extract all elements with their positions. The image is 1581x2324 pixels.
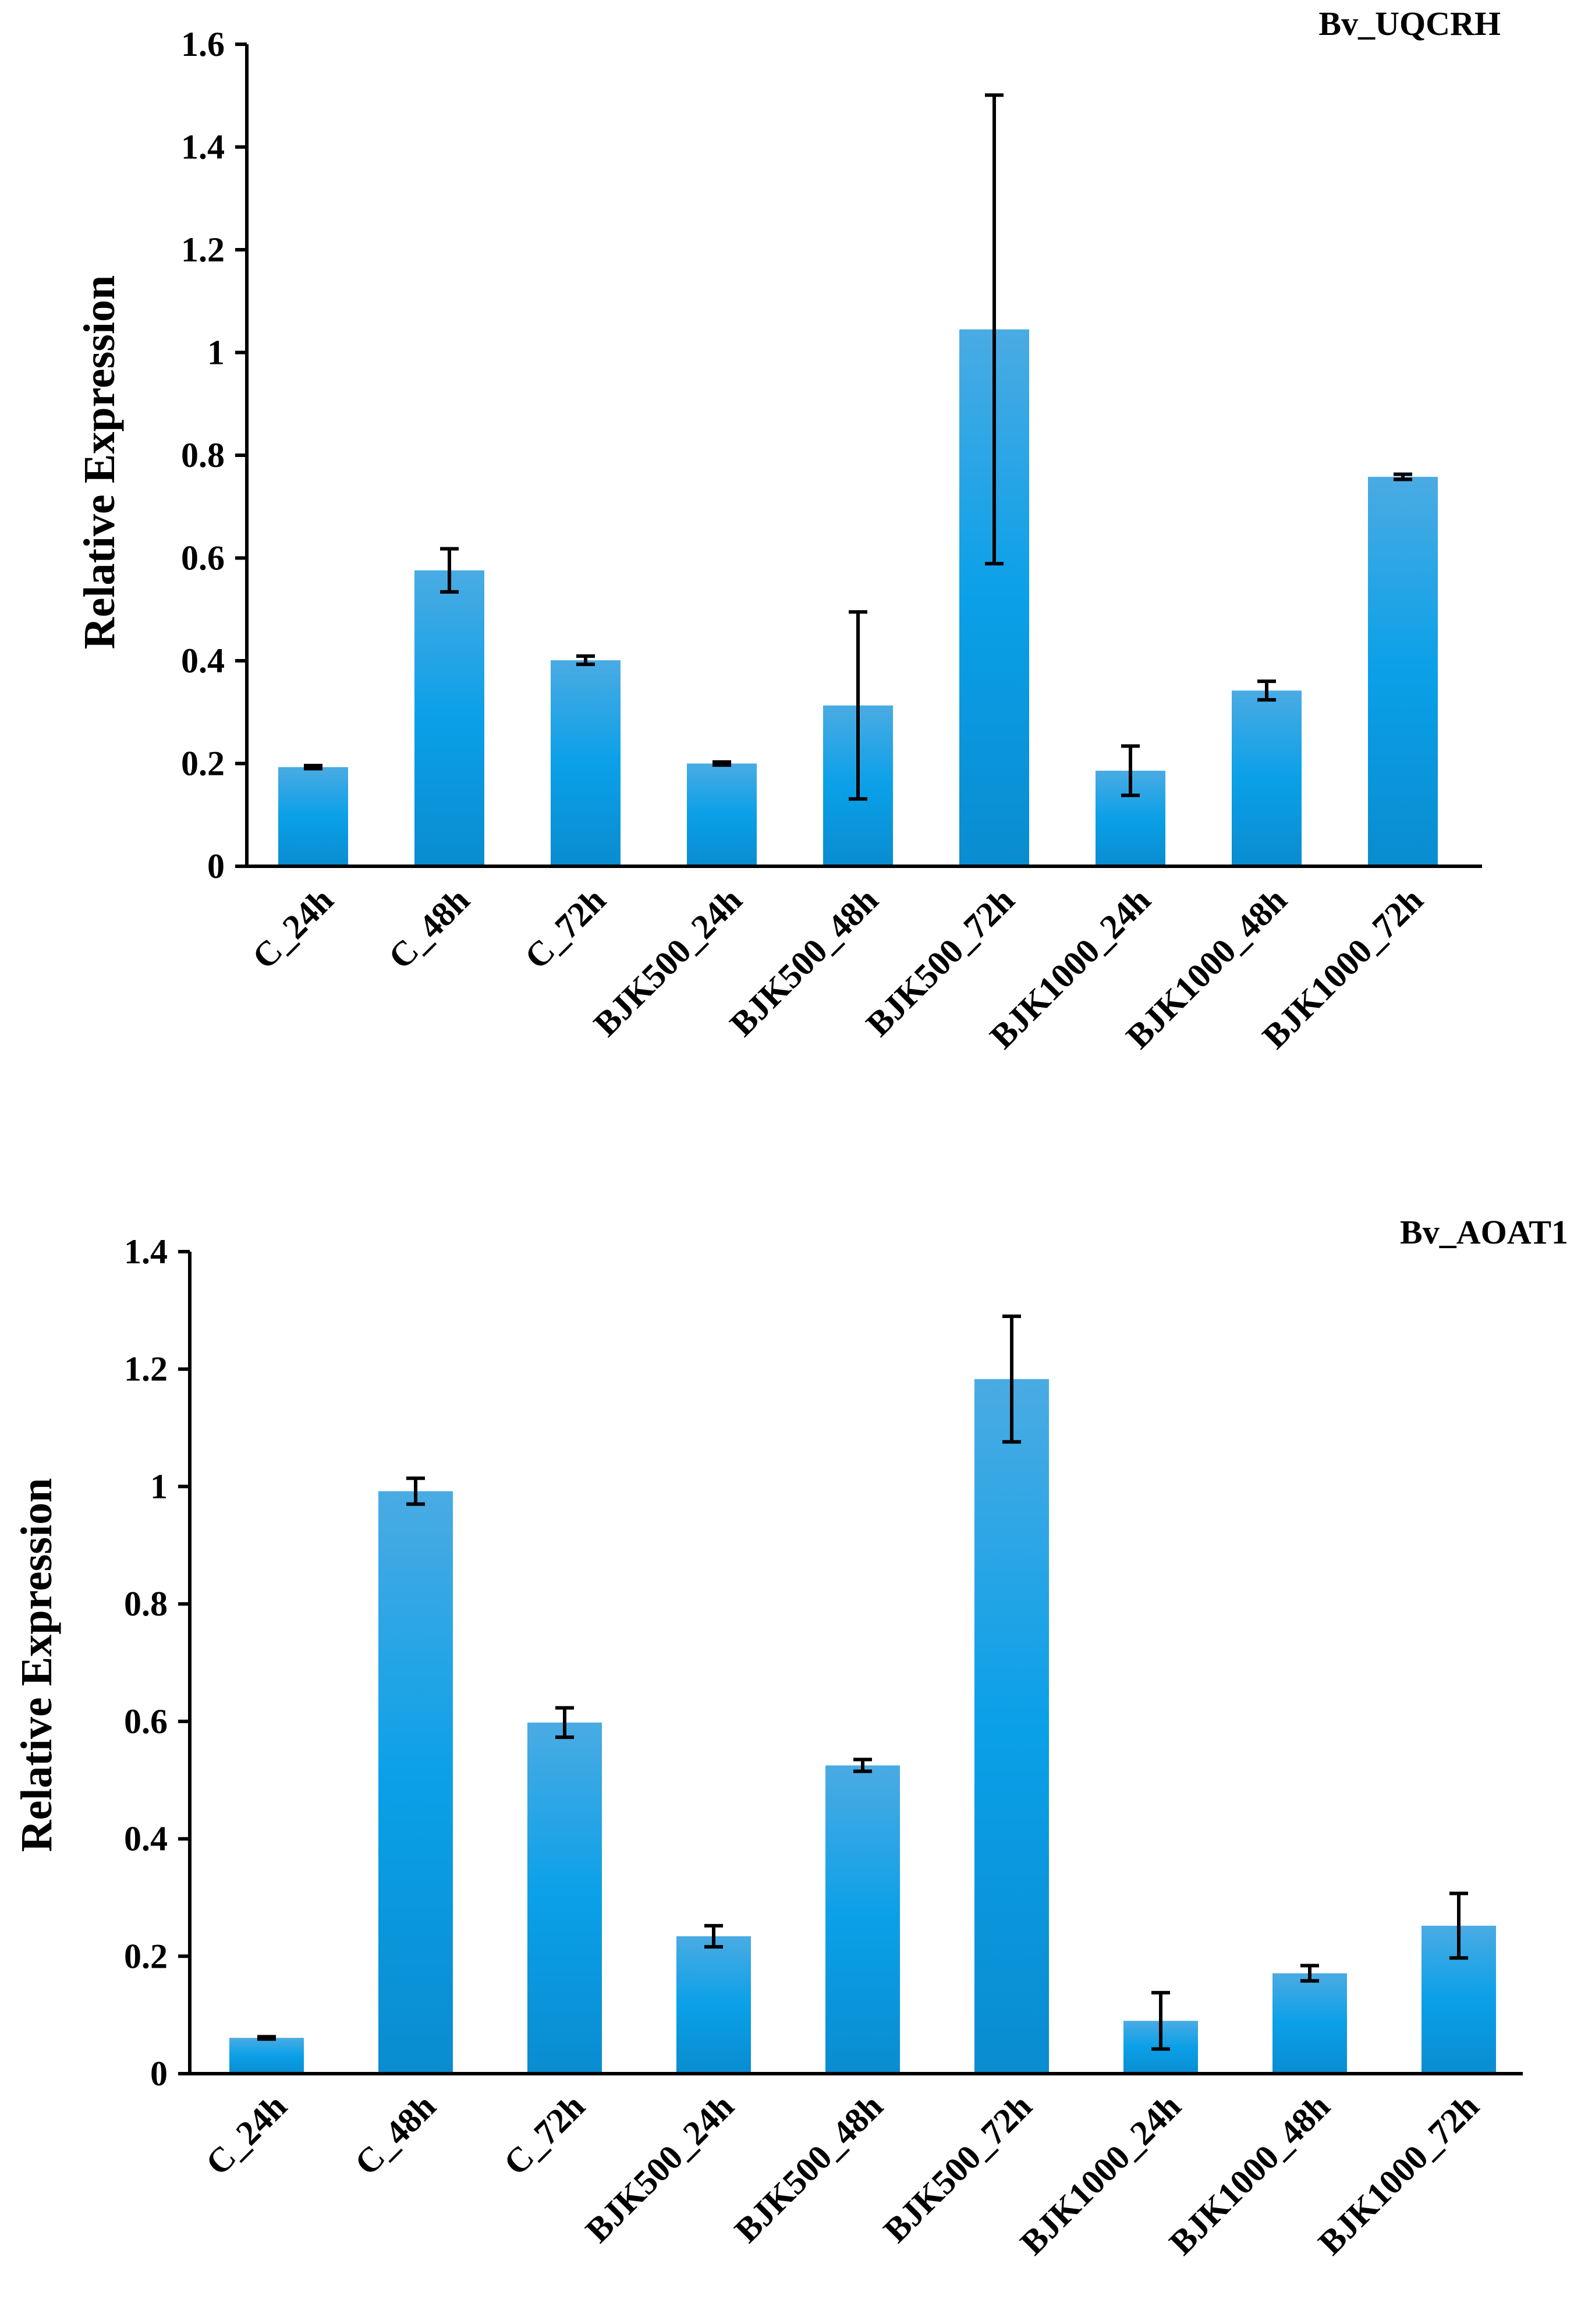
bar-bjk500-24h <box>687 763 757 866</box>
error-bar <box>1449 1891 1468 1960</box>
y-tick-label: 1.4 <box>181 128 225 166</box>
y-tick-label: 0.6 <box>124 1702 168 1741</box>
y-tick-label: 1.2 <box>181 231 225 269</box>
error-bar <box>853 1758 872 1773</box>
bar-bjk1000-48h <box>1232 690 1302 866</box>
error-bar <box>1121 744 1140 798</box>
x-axis-tick-labels: C_24h C_48h C_72hBJK500_24hBJK500_48hBJK50… <box>198 2087 1487 2262</box>
x-tick-label: BJK1000_72h <box>1311 2087 1486 2262</box>
bar-c-48h <box>378 1491 453 2074</box>
chart-bv-aoat1: Bv_AOAT1 Relative Expression 00.20.40.60… <box>12 1213 1568 2262</box>
bar-c-24h <box>278 767 348 866</box>
x-tick-label: C_24h <box>245 881 341 977</box>
bar-bjk500-48h <box>825 1765 900 2074</box>
chart-title: Bv_AOAT1 <box>1400 1213 1568 1251</box>
error-bar <box>1002 1314 1021 1444</box>
error-bars <box>304 93 1412 801</box>
error-bar <box>257 2035 276 2041</box>
error-bar <box>440 547 459 594</box>
error-bars <box>257 1314 1468 2051</box>
y-tick-label: 0.4 <box>181 642 225 680</box>
error-bar <box>406 1476 425 1506</box>
bar-series <box>229 1379 1496 2074</box>
y-tick-label: 1 <box>207 334 225 372</box>
x-tick-label: C_72h <box>497 2087 593 2183</box>
bar-c-48h <box>414 570 484 866</box>
x-tick-label: BJK500_48h <box>727 2087 890 2250</box>
y-tick-label: 0.8 <box>181 436 225 474</box>
error-bar <box>849 610 867 801</box>
y-tick-label: 1.2 <box>124 1350 168 1388</box>
y-tick-label: 0.8 <box>124 1585 168 1623</box>
y-tick-label: 0 <box>207 847 225 885</box>
error-bar <box>985 93 1004 566</box>
bar-bjk1000-72h <box>1368 477 1438 866</box>
bar-series <box>278 329 1438 866</box>
y-tick-label: 1.6 <box>181 25 225 63</box>
y-axis-label: Relative Expression <box>12 1478 61 1852</box>
error-bar <box>304 764 322 771</box>
y-tick-label: 1 <box>150 1467 168 1505</box>
x-tick-label: C_24h <box>198 2087 295 2183</box>
y-axis-ticks: 0 0.2 0.4 0.6 0.8 1 1.2 1.4 1.6 <box>181 25 247 885</box>
x-tick-label: BJK500_72h <box>876 2087 1039 2250</box>
y-tick-label: 0.2 <box>124 1937 168 1975</box>
error-bar <box>576 654 595 667</box>
x-tick-label: C_48h <box>348 2087 444 2183</box>
y-axis-ticks: 0 0.2 0.4 0.6 0.8 1 1.2 1.4 <box>124 1232 190 2093</box>
bar-c-72h <box>527 1722 602 2074</box>
error-bar <box>1300 1964 1319 1983</box>
bar-c-24h <box>229 2038 304 2074</box>
y-tick-label: 0.4 <box>124 1820 168 1858</box>
chart-title: Bv_UQCRH <box>1318 5 1501 42</box>
y-tick-label: 0 <box>150 2054 168 2093</box>
x-axis-tick-labels: C_24h C_48h C_72hBJK500_24hBJK500_48hBJK50… <box>245 881 1431 1056</box>
chart-bv-uqcrh: Bv_UQCRH Relative Expression 00.20.40.60… <box>75 5 1501 1056</box>
error-bar <box>1394 472 1412 481</box>
y-axis-label: Relative Expression <box>75 275 124 649</box>
error-bar <box>712 760 731 767</box>
x-tick-label: C_72h <box>517 881 614 977</box>
error-bar <box>1257 679 1276 702</box>
error-bar <box>704 1923 723 1949</box>
error-bar <box>1151 1990 1170 2051</box>
bar-bjk1000-48h <box>1272 1973 1347 2074</box>
y-tick-label: 0.6 <box>181 539 225 578</box>
x-tick-label: BJK500_24h <box>578 2087 741 2250</box>
bar-bjk500-72h <box>974 1379 1049 2074</box>
x-tick-label: BJK1000_24h <box>1013 2087 1188 2262</box>
y-tick-label: 1.4 <box>124 1232 168 1271</box>
y-tick-label: 0.2 <box>181 745 225 783</box>
bar-c-72h <box>551 660 621 866</box>
x-tick-label: C_48h <box>381 881 477 977</box>
error-bar <box>555 1706 574 1740</box>
bar-bjk500-24h <box>676 1936 751 2074</box>
x-tick-label: BJK1000_48h <box>1162 2087 1337 2262</box>
